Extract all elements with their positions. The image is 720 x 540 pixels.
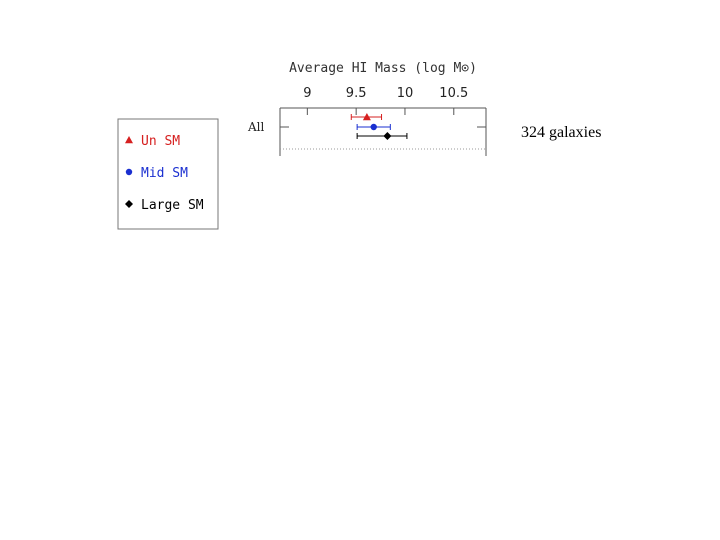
data-point-triangle: [362, 113, 371, 121]
x-ticks: 9 9.5 10 10.5: [303, 86, 468, 115]
data-point-circle: [370, 123, 377, 131]
legend-label: Un SM: [141, 134, 180, 149]
x-tick-label: 9: [303, 86, 311, 101]
x-tick-label: 10.5: [439, 86, 468, 101]
legend-marker-circle: [125, 168, 133, 176]
data-point-diamond: [383, 132, 392, 140]
x-tick-label: 10: [397, 86, 414, 101]
series-marks: [350, 113, 408, 140]
legend-box: [117, 118, 219, 230]
legend-marker-triangle: [125, 136, 133, 144]
legend: Un SM Mid SM Large SM: [125, 134, 204, 213]
row-label: All: [247, 120, 265, 134]
galaxy-count-annotation: 324 galaxies: [521, 124, 601, 141]
legend-label: Mid SM: [141, 166, 188, 181]
x-tick-label: 9.5: [346, 86, 367, 101]
legend-label: Large SM: [141, 198, 204, 213]
row-labels: All: [247, 120, 265, 134]
legend-marker-diamond: [125, 200, 133, 208]
x-axis-title: Average HI Mass (log M⊙): [289, 61, 477, 76]
